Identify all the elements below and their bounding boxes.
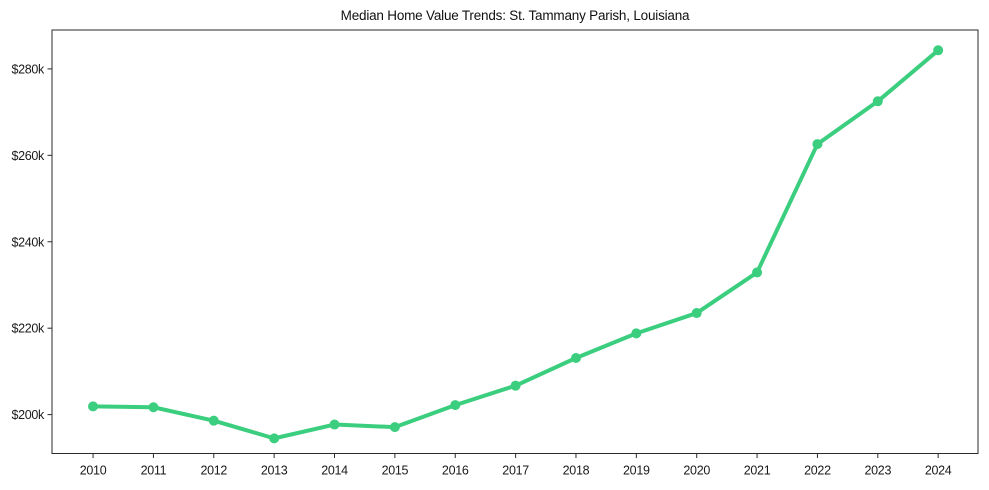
data-point-2011 xyxy=(148,402,159,413)
x-tick-label: 2020 xyxy=(683,464,710,478)
x-tick-label: 2017 xyxy=(502,464,529,478)
x-tick-label: 2014 xyxy=(321,464,348,478)
data-point-2020 xyxy=(691,308,702,319)
x-tick-label: 2018 xyxy=(563,464,590,478)
data-point-2013 xyxy=(269,433,280,444)
y-tick-label: $240k xyxy=(11,235,45,249)
data-point-2012 xyxy=(208,415,219,426)
data-point-2021 xyxy=(752,267,763,278)
data-point-2019 xyxy=(631,328,642,339)
y-tick-label: $220k xyxy=(11,322,45,336)
data-point-2023 xyxy=(872,96,883,107)
x-tick-label: 2013 xyxy=(261,464,288,478)
x-tick-label: 2019 xyxy=(623,464,650,478)
data-point-2016 xyxy=(450,400,461,411)
data-point-2024 xyxy=(933,45,944,56)
x-tick-label: 2024 xyxy=(925,464,952,478)
y-tick-label: $200k xyxy=(11,408,45,422)
x-tick-label: 2015 xyxy=(382,464,409,478)
x-tick-label: 2021 xyxy=(744,464,771,478)
x-tick-label: 2010 xyxy=(80,464,107,478)
data-point-2017 xyxy=(510,380,521,391)
y-tick-label: $280k xyxy=(11,62,45,76)
x-tick-label: 2016 xyxy=(442,464,469,478)
chart-title: Median Home Value Trends: St. Tammany Pa… xyxy=(340,8,690,23)
data-point-2014 xyxy=(329,419,340,430)
data-point-2010 xyxy=(88,401,99,412)
data-point-2022 xyxy=(812,139,823,150)
x-tick-label: 2023 xyxy=(864,464,891,478)
x-tick-label: 2011 xyxy=(141,464,167,478)
x-tick-label: 2012 xyxy=(200,464,227,478)
x-tick-label: 2022 xyxy=(804,464,831,478)
data-point-2018 xyxy=(570,352,581,363)
y-tick-label: $260k xyxy=(11,149,45,163)
data-point-2015 xyxy=(389,422,400,433)
data-line xyxy=(91,48,941,441)
